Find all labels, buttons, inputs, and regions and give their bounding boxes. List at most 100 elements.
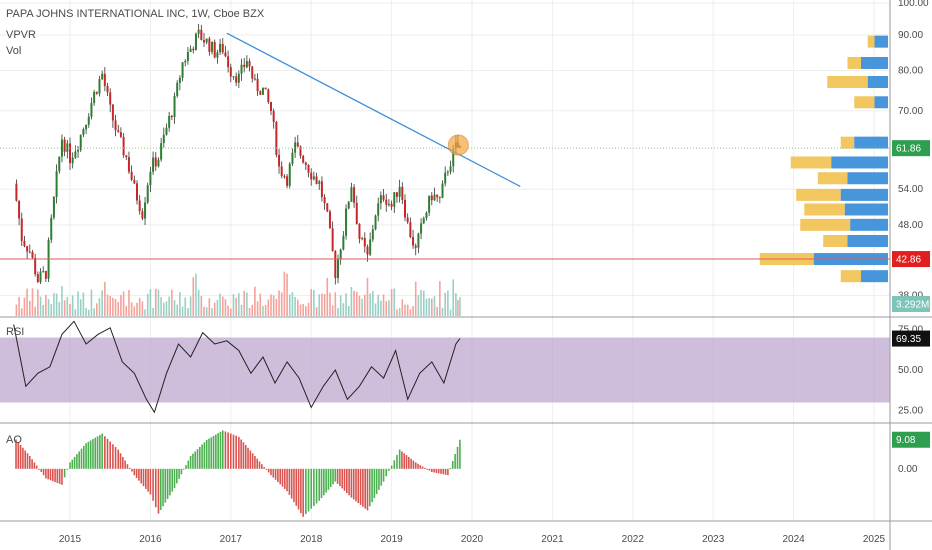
candle-body xyxy=(342,235,345,250)
ao-bar xyxy=(274,468,277,480)
candle-body xyxy=(119,132,122,137)
volume-bar xyxy=(23,297,26,316)
vol-label[interactable]: Vol xyxy=(6,45,21,57)
candle-body xyxy=(82,129,85,135)
candle-body xyxy=(93,91,96,104)
ao-bar xyxy=(336,468,339,484)
ao-bar xyxy=(176,468,178,484)
candle-body xyxy=(205,38,208,43)
volume-bar xyxy=(200,296,203,316)
volume-bar xyxy=(66,297,69,316)
ao-bar xyxy=(149,468,152,495)
candle-body xyxy=(433,194,436,201)
rsi-label[interactable]: RSI xyxy=(6,326,24,338)
ao-bar xyxy=(357,468,360,504)
ao-bar xyxy=(459,439,461,469)
volume-bar xyxy=(232,294,235,316)
volume-bar xyxy=(61,286,63,316)
ao-bar xyxy=(261,464,263,469)
ao-bar xyxy=(124,460,126,469)
ao-bar xyxy=(433,468,435,473)
candle-body xyxy=(452,148,455,167)
profile-sell-bar xyxy=(790,156,832,169)
candle-body xyxy=(253,78,256,80)
profile-sell-bar xyxy=(804,203,845,216)
ao-bar xyxy=(315,468,318,504)
ao-bar xyxy=(17,442,20,469)
volume-bar xyxy=(286,273,288,316)
ao-bar xyxy=(49,468,52,481)
volume-bar xyxy=(238,293,240,316)
ao-bar xyxy=(288,468,291,495)
volume-bar xyxy=(93,308,95,316)
volume-bar xyxy=(388,300,390,316)
candle-body xyxy=(197,29,200,34)
candle-body xyxy=(168,115,171,128)
candle-body xyxy=(130,171,133,180)
ao-bar xyxy=(189,456,192,469)
candle-body xyxy=(294,142,297,153)
profile-sell-bar xyxy=(796,188,841,201)
ao-bar xyxy=(265,468,268,470)
ao-value-tag-bg xyxy=(892,431,930,448)
candle-body xyxy=(318,181,321,184)
profile-buy-bar xyxy=(840,188,888,201)
candle-body xyxy=(152,157,155,172)
ao-bar xyxy=(279,468,281,485)
candle-body xyxy=(42,271,45,273)
candle-body xyxy=(50,217,53,240)
ao-bar xyxy=(414,462,417,469)
candle-body xyxy=(240,64,243,74)
ao-bar xyxy=(320,468,323,499)
vpvr-label[interactable]: VPVR xyxy=(6,29,36,41)
ao-bar xyxy=(283,468,286,489)
profile-buy-bar xyxy=(854,136,888,149)
volume-bar xyxy=(216,299,219,316)
candle-body xyxy=(275,121,278,155)
candle-body xyxy=(444,172,447,184)
volume-bar xyxy=(53,293,55,316)
candle-body xyxy=(109,92,112,105)
volume-bar xyxy=(224,299,227,316)
volume-bar xyxy=(374,303,377,316)
volume-bar xyxy=(85,308,87,316)
volume-bar xyxy=(58,302,61,316)
volume-bar xyxy=(37,289,39,316)
volume-bar xyxy=(69,304,71,316)
ao-bar xyxy=(35,465,38,469)
ao-bar xyxy=(359,468,362,505)
ao-bar xyxy=(442,468,445,475)
candle-body xyxy=(350,187,353,202)
candle-body xyxy=(248,61,251,67)
ao-bar xyxy=(187,460,190,469)
ao-bar xyxy=(249,450,252,469)
ao-bar xyxy=(47,468,49,480)
candle-body xyxy=(160,143,163,160)
volume-bar xyxy=(82,292,85,316)
ao-bar xyxy=(147,468,149,492)
ao-bar xyxy=(385,468,388,477)
volume-bar xyxy=(431,298,433,316)
ao-bar xyxy=(126,464,129,469)
ao-bar xyxy=(323,468,325,496)
profile-buy-bar xyxy=(867,75,888,88)
candle-body xyxy=(334,250,337,279)
ao-label[interactable]: AO xyxy=(6,434,22,446)
ao-bar xyxy=(366,468,369,511)
volume-bar xyxy=(246,292,248,316)
volume-bar xyxy=(406,304,409,316)
volume-bar xyxy=(144,309,146,316)
x-tick-label: 2021 xyxy=(541,534,564,545)
ao-bar xyxy=(182,468,185,470)
volume-bar xyxy=(179,292,181,316)
ao-bar xyxy=(318,468,321,501)
candle-body xyxy=(18,200,21,219)
volume-bar xyxy=(114,298,117,316)
volume-bar xyxy=(98,298,101,316)
ao-bar xyxy=(63,468,66,478)
ao-bar xyxy=(388,468,390,471)
ao-bar xyxy=(109,441,111,469)
candle-body xyxy=(353,187,356,203)
volume-bar xyxy=(15,304,18,316)
